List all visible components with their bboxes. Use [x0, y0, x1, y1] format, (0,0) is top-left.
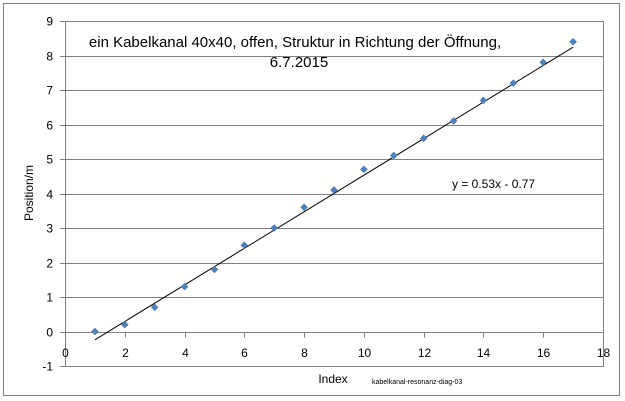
y-tick-label-4: 3	[46, 222, 53, 236]
data-point-15	[539, 58, 548, 67]
data-point-13	[479, 96, 488, 105]
y-tick-label-7: 6	[46, 119, 53, 133]
data-point-9	[360, 165, 368, 174]
y-tick-label-9: 8	[46, 50, 53, 64]
data-point-3	[180, 282, 189, 291]
data-point-0	[91, 327, 99, 336]
chart-caption: kabelkanal-resonanz-diag-03	[372, 379, 462, 386]
data-point-14	[509, 79, 518, 87]
y-tick-label-8: 7	[46, 84, 53, 98]
data-point-4	[210, 265, 219, 274]
data-point-11	[419, 134, 428, 143]
x-tick-label-0: 0	[62, 346, 69, 360]
y-axis-title: Position/m	[22, 165, 36, 221]
data-point-12	[449, 117, 458, 125]
chart-title-line-2: 6.7.2015	[270, 54, 328, 71]
trendline-equation: y = 0.53x - 0.77	[452, 177, 535, 191]
y-tick-label-2: 1	[46, 291, 53, 305]
chart-frame	[3, 3, 620, 396]
axes	[60, 21, 604, 367]
x-axis-title: Index	[318, 372, 347, 386]
data-point-10	[389, 151, 398, 160]
y-tick-label-1: 0	[46, 326, 53, 340]
y-tick-label-0: -1	[42, 360, 53, 374]
data-point-8	[330, 186, 338, 194]
plot-area-border	[65, 21, 604, 367]
data-points	[91, 37, 577, 336]
data-point-1	[120, 320, 129, 329]
data-point-16	[569, 37, 577, 46]
x-tick-label-3: 6	[241, 346, 248, 360]
x-tick-label-2: 4	[182, 346, 189, 360]
x-tick-label-5: 10	[358, 346, 372, 360]
y-tick-label-6: 5	[46, 153, 53, 167]
x-tick-label-9: 18	[597, 346, 611, 360]
x-tick-label-1: 2	[122, 346, 129, 360]
data-point-5	[240, 241, 249, 250]
x-tick-label-8: 16	[537, 346, 551, 360]
y-tick-label-5: 4	[46, 188, 53, 202]
x-tick-label-4: 8	[301, 346, 308, 360]
y-tick-label-10: 9	[46, 15, 53, 29]
data-point-6	[270, 224, 279, 232]
data-point-2	[150, 303, 159, 312]
chart-title-line-1: ein Kabelkanal 40x40, offen, Struktur in…	[89, 33, 501, 51]
x-tick-label-6: 12	[418, 346, 432, 360]
x-tick-label-7: 14	[477, 346, 491, 360]
y-tick-label-3: 2	[46, 257, 53, 271]
data-point-7	[300, 203, 308, 212]
